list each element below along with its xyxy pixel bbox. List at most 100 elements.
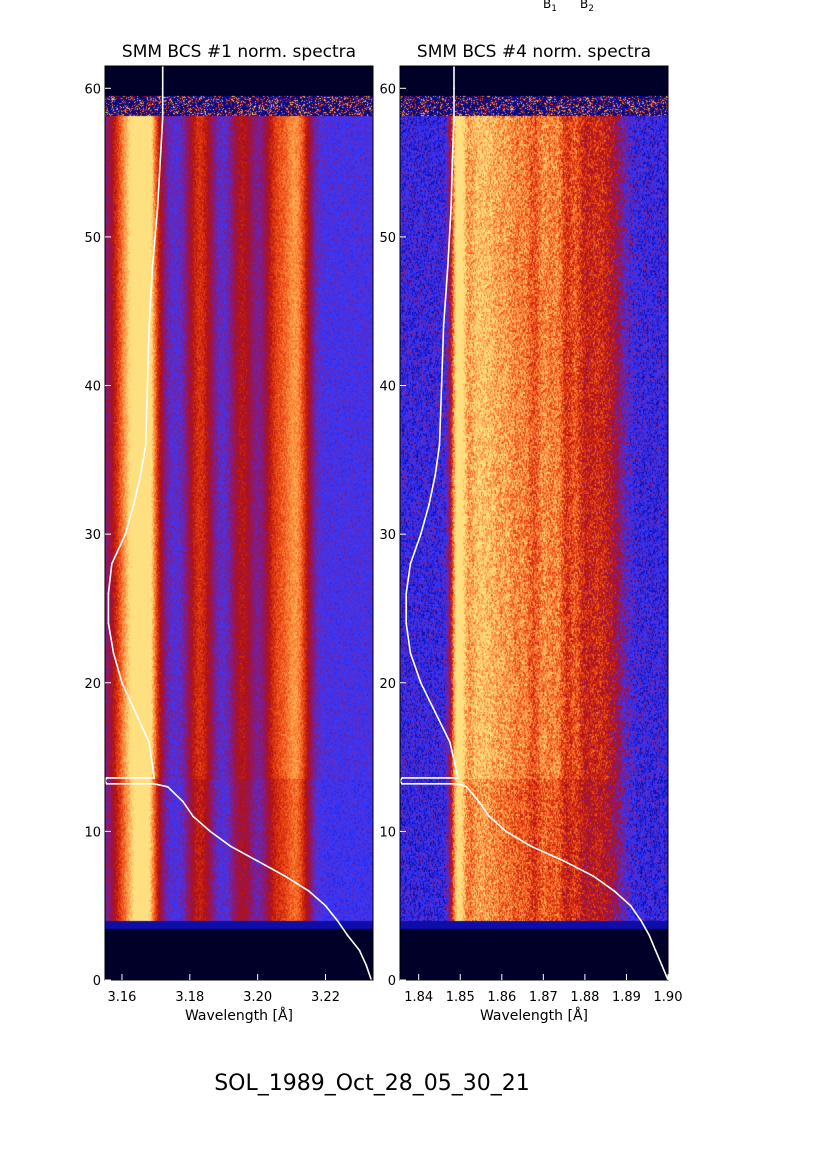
lightcurve-point [446,265,449,268]
lightcurve-point [648,934,651,937]
lightcurve-point [121,681,123,684]
lightcurve-point [110,562,113,565]
y-tick-label: 50 [84,231,101,246]
y-tick-label: 20 [379,677,396,692]
x-tick-label: 1.90 [654,990,683,1005]
lightcurve-point [440,384,443,387]
lightcurve-point [148,741,151,744]
x-tick-label: 1.86 [487,990,516,1005]
y-tick-label: 0 [93,974,101,989]
lightcurve-point [434,473,437,476]
lightcurve-point [563,860,566,863]
lightcurve-point [438,444,441,446]
x-axis-label: Wavelength [Å] [480,1007,588,1024]
lightcurve-point [358,949,361,952]
top-label-base: B [543,0,551,11]
lightcurve-point [139,473,142,476]
lightcurve-point [148,325,151,327]
lightcurve-point [336,919,339,922]
y-tick-label: 10 [84,825,101,840]
lightcurve-point [144,444,147,446]
top-label-1: B1 [543,0,557,14]
lightcurve-point [453,87,455,90]
lightcurve-point [112,652,115,654]
spectra-heatmap [105,66,373,980]
panel-title: SMM BCS #4 norm. spectra [417,42,651,62]
lightcurve-point [256,860,259,863]
lightcurve-point [283,875,286,877]
y-tick-label: 0 [388,974,396,989]
lightcurve-line [399,66,669,981]
lightcurve-point [105,782,108,785]
lightcurve-point [107,622,110,625]
lightcurve-point [434,711,437,714]
lightcurve-point [505,830,507,833]
lightcurve-point [660,964,663,967]
x-tick-label: 1.89 [612,990,641,1005]
lightcurve-point [465,785,468,788]
lightcurve-point [365,964,368,967]
plot-frame [399,65,669,981]
lightcurve-point [153,782,156,785]
lightcurve-point [478,800,480,803]
x-tick-label: 3.22 [311,990,340,1005]
y-tick-label: 60 [379,82,396,97]
lightcurve-point [457,776,460,779]
lightcurve-point [442,325,445,327]
x-tick-label: 3.18 [175,990,204,1005]
x-tick-label: 1.87 [529,990,558,1005]
lightcurve-point [409,562,412,565]
lightcurve-point [457,782,460,785]
lightcurve-point [161,87,164,90]
lightcurve-point [640,919,642,922]
plot-frame [104,65,374,981]
top-label-2: B2 [580,0,594,14]
spectra-heatmap [400,66,668,980]
x-tick-label: 1.85 [446,990,475,1005]
lightcurve-point [488,815,491,818]
spectra-panel-2: SMM BCS #4 norm. spectra 0 10 20 30 40 50 60 1.8… [379,42,682,1024]
lightcurve-point [419,533,422,536]
lightcurve-point [107,592,110,595]
lightcurve-point [307,889,310,892]
lightcurve-point [229,845,232,848]
lightcurve-point [209,830,212,833]
lightcurve-point [401,782,403,785]
lightcurve-point [453,117,455,119]
lightcurve-point [428,503,430,506]
spectra-panel-1: SMM BCS #1 norm. spectra 0 10 20 30 40 50 60 3.1… [84,42,374,1024]
footer-label: SOL_1989_Oct_28_05_30_21 [214,1071,530,1096]
lightcurve-point [448,741,451,744]
lightcurve-point [124,533,127,536]
lightcurve-point [450,206,453,209]
lightcurve-point [132,503,135,506]
lightcurve-line [104,66,373,981]
lightcurve-point [613,889,615,892]
y-tick-label: 30 [84,528,101,543]
y-tick-label: 50 [379,231,396,246]
panel-title: SMM BCS #1 norm. spectra [122,42,356,62]
lightcurve-point [629,904,632,907]
lightcurve-point [346,934,349,937]
lightcurve-point [105,776,108,779]
lightcurve-point [654,949,657,952]
lightcurve-point [156,206,159,209]
x-tick-label: 3.20 [243,990,272,1005]
lightcurve-point [182,800,184,803]
lightcurve-point [151,265,154,268]
lightcurve-point [134,711,137,714]
lightcurve-point [401,776,403,779]
lightcurve-point [192,815,195,818]
lightcurve-point [529,845,532,848]
lightcurve-point [160,146,162,149]
x-axis-label: Wavelength [Å] [185,1007,293,1024]
lightcurve-point [451,146,454,149]
lightcurve-point [405,622,408,625]
y-tick-label: 40 [379,380,396,395]
lightcurve-point [166,785,169,788]
lightcurve-point [153,776,156,779]
lightcurve-point [419,681,422,684]
y-tick-label: 20 [84,677,101,692]
x-tick-label: 1.88 [570,990,599,1005]
